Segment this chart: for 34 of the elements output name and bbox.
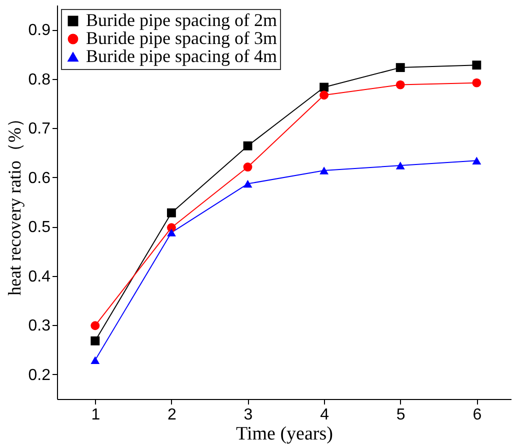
point <box>472 78 482 88</box>
y-axis-title: heat recovery ratio（%） <box>4 110 24 296</box>
point <box>90 321 100 330</box>
point <box>166 228 176 236</box>
point <box>320 166 329 174</box>
y-tick-label: 0.2 <box>28 366 51 384</box>
x-tick-label: 5 <box>396 406 406 424</box>
y-tick-label: 0.6 <box>28 170 51 187</box>
point <box>472 60 482 70</box>
x-tick-label: 3 <box>244 406 253 424</box>
point <box>243 141 252 150</box>
x-tick-label: 2 <box>168 406 176 424</box>
point <box>396 63 405 72</box>
point <box>243 162 252 172</box>
y-tick-label: 0.8 <box>28 71 51 88</box>
y-tick-label: 0.4 <box>28 268 51 286</box>
point <box>396 162 405 170</box>
point <box>166 208 176 218</box>
point <box>90 356 100 364</box>
point <box>90 336 100 346</box>
y-tick-label: 0.3 <box>28 318 51 335</box>
x-axis-title: Time (years) <box>236 424 333 444</box>
x-tick-label: 1 <box>91 406 100 424</box>
y-tick-label: 0.5 <box>28 219 51 236</box>
legend-label: Buride pipe spacing of 2m <box>86 10 277 30</box>
x-tick-label: 4 <box>320 406 330 424</box>
point <box>472 156 482 165</box>
point <box>320 90 329 100</box>
point <box>320 82 329 92</box>
y-tick-label: 0.9 <box>28 22 51 40</box>
y-tick-label: 0.7 <box>28 120 51 138</box>
point <box>396 80 405 90</box>
point <box>243 180 252 188</box>
x-tick-label: 6 <box>472 406 482 424</box>
